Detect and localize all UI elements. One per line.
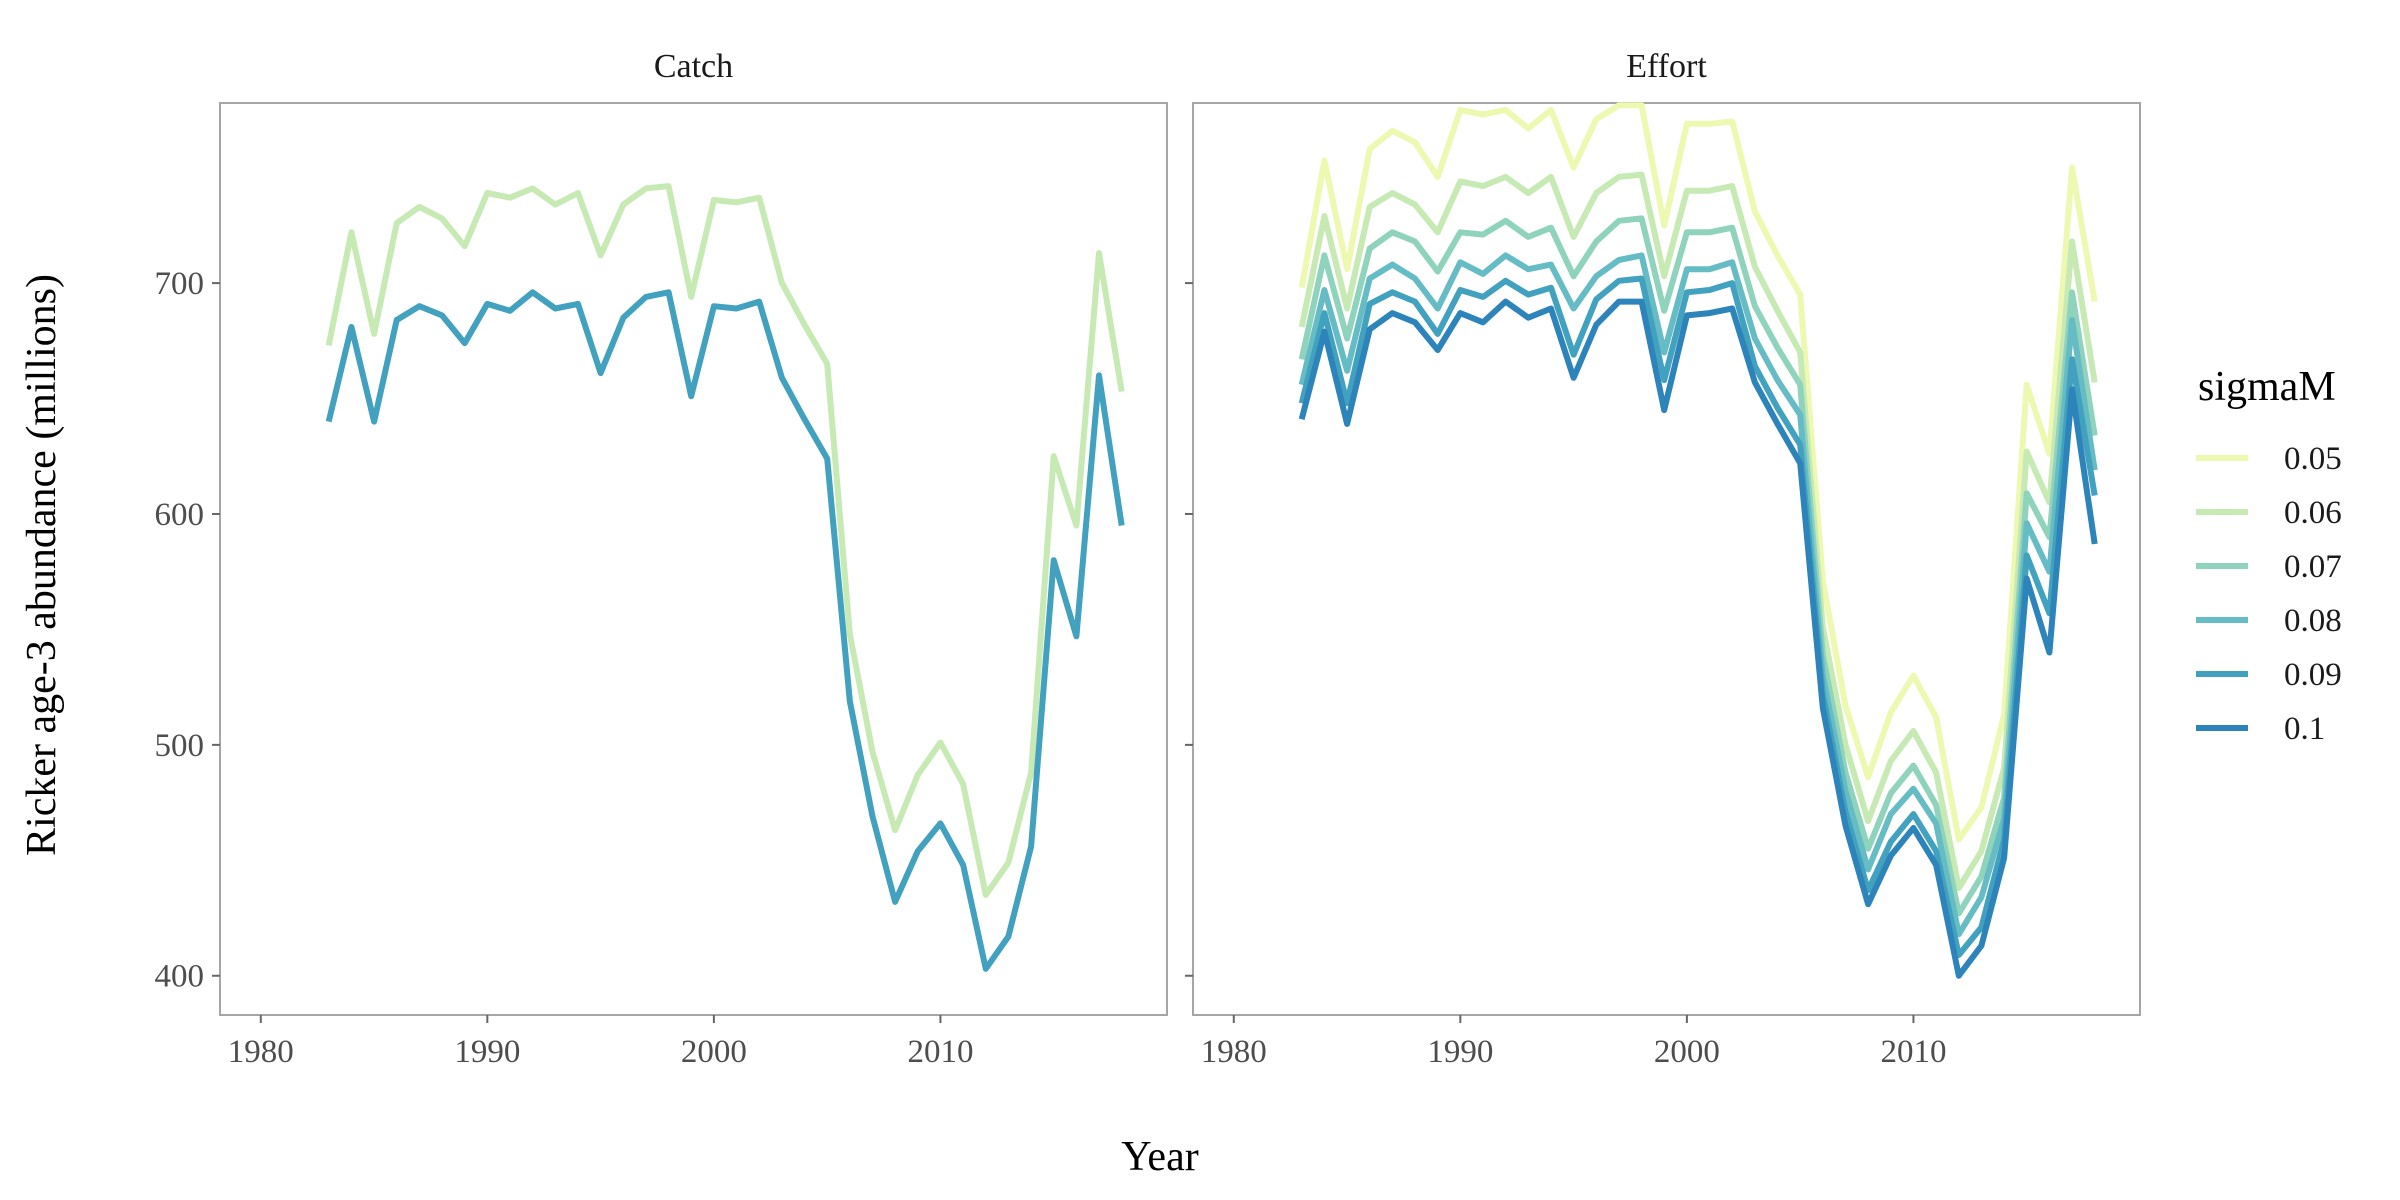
- series-line-effort-0-08: [1298, 252, 2098, 938]
- legend-title: sigmaM: [2198, 364, 2336, 410]
- panel-effort: Effort 1980 1990 2000 2010: [1185, 48, 2141, 1070]
- legend: sigmaM 0.05 0.06 0.07 0.08 0.09 0.1: [2196, 364, 2342, 747]
- series-line-catch-0-09: [325, 289, 1125, 972]
- x-axis-title: Year: [1121, 1134, 1198, 1180]
- x-tick-label: 1990: [454, 1034, 520, 1070]
- legend-label: 0.07: [2284, 549, 2342, 585]
- y-tick-label: 700: [155, 266, 205, 302]
- series-line-effort-0-06: [1298, 171, 2098, 891]
- legend-label: 0.08: [2284, 603, 2342, 639]
- legend-label: 0.06: [2284, 495, 2342, 531]
- legend-label: 0.09: [2284, 657, 2342, 693]
- x-tick-label: 2000: [681, 1034, 747, 1070]
- series-line-catch-0-06: [325, 183, 1125, 898]
- y-tick-label: 500: [155, 728, 205, 764]
- y-axis-title: Ricker age-3 abundance (millions): [19, 274, 65, 856]
- panel-title-effort: Effort: [1626, 48, 1707, 85]
- panel-catch: Catch 400 500 600 700 1980 1990 2000 2010: [155, 48, 1168, 1070]
- x-tick-label: 1980: [228, 1034, 294, 1070]
- series-line-effort-0-09: [1298, 275, 2098, 958]
- panel-title-catch: Catch: [654, 48, 733, 85]
- series-line-effort-0-07: [1298, 215, 2098, 917]
- x-tick-label: 2000: [1654, 1034, 1720, 1070]
- y-tick-label: 600: [155, 497, 205, 533]
- x-tick-label: 1980: [1201, 1034, 1267, 1070]
- y-tick-label: 400: [155, 959, 205, 995]
- x-tick-label: 2010: [907, 1034, 973, 1070]
- legend-label: 0.1: [2284, 711, 2325, 747]
- series-line-effort-0-1: [1298, 298, 2098, 979]
- x-tick-label: 2010: [1880, 1034, 1946, 1070]
- x-tick-label: 1990: [1427, 1034, 1493, 1070]
- series-line-effort-0-05: [1298, 102, 2098, 843]
- legend-label: 0.05: [2284, 441, 2342, 477]
